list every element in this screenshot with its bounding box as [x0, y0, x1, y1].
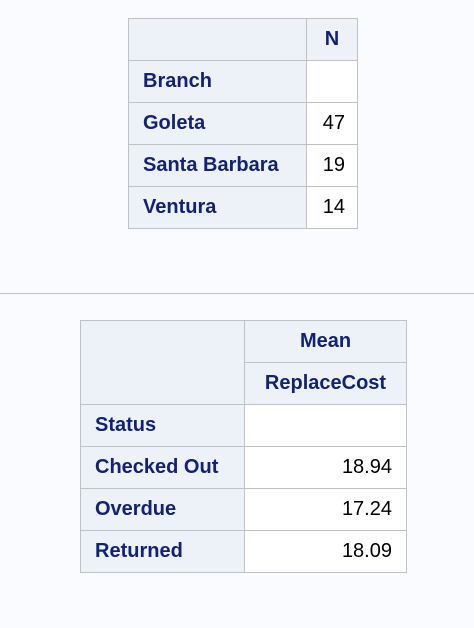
status-row-group-label: Status — [80, 404, 245, 447]
branch-row-group-label: Branch — [128, 60, 307, 103]
empty-cell — [244, 404, 407, 447]
count-cell: 19 — [306, 144, 358, 187]
replacecost-column-header: ReplaceCost — [244, 362, 407, 405]
count-cell: 14 — [306, 186, 358, 229]
row-label-checked-out: Checked Out — [80, 446, 245, 489]
section-divider — [0, 293, 474, 294]
corner-cell — [80, 320, 245, 405]
empty-cell — [306, 60, 358, 103]
table-header-row: N — [128, 18, 358, 61]
mean-column-header: Mean — [244, 320, 407, 363]
table-row: Branch — [128, 60, 358, 103]
row-label-returned: Returned — [80, 530, 245, 573]
table-row: Santa Barbara 19 — [128, 144, 358, 187]
table-header-row: ReplaceCost — [81, 362, 407, 405]
row-label-overdue: Overdue — [80, 488, 245, 531]
row-label-ventura: Ventura — [128, 186, 307, 229]
table-header-row: Mean — [80, 320, 407, 405]
table-row: Goleta 47 — [128, 102, 358, 145]
branch-frequency-table: N Branch Goleta 47 Santa Barbara 19 Vent… — [128, 18, 358, 229]
mean-cell: 18.09 — [244, 530, 407, 573]
table-row: Checked Out 18.94 — [80, 446, 407, 489]
table-row: Overdue 17.24 — [80, 488, 407, 531]
corner-cell — [128, 18, 307, 61]
table-row: Status — [80, 404, 407, 447]
table-row: Returned 18.09 — [80, 530, 407, 573]
count-cell: 47 — [306, 102, 358, 145]
row-label-santa-barbara: Santa Barbara — [128, 144, 307, 187]
mean-cell: 17.24 — [244, 488, 407, 531]
row-label-goleta: Goleta — [128, 102, 307, 145]
table-row: Ventura 14 — [128, 186, 358, 229]
replace-cost-mean-table: Mean ReplaceCost Status Checked Out 18.9… — [80, 320, 407, 573]
n-column-header: N — [306, 18, 358, 61]
mean-cell: 18.94 — [244, 446, 407, 489]
